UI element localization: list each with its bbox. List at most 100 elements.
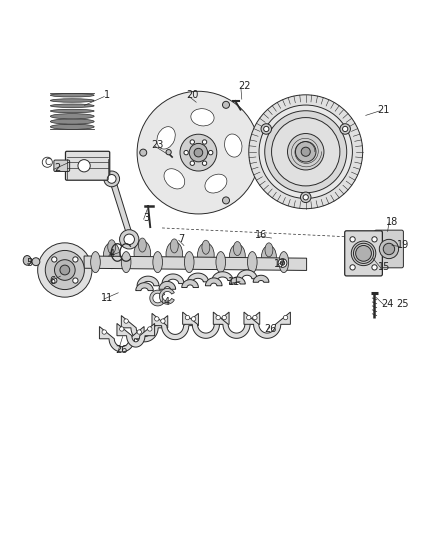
- Ellipse shape: [265, 243, 273, 257]
- Text: 17: 17: [274, 260, 286, 269]
- Text: 1: 1: [104, 90, 110, 100]
- Circle shape: [190, 140, 194, 144]
- Circle shape: [190, 161, 194, 165]
- Circle shape: [264, 126, 269, 132]
- Circle shape: [124, 319, 128, 324]
- Circle shape: [259, 105, 353, 198]
- Polygon shape: [205, 278, 222, 286]
- Ellipse shape: [157, 127, 175, 149]
- Circle shape: [155, 317, 159, 321]
- Ellipse shape: [279, 252, 289, 273]
- Circle shape: [137, 330, 141, 334]
- Circle shape: [372, 265, 377, 270]
- Ellipse shape: [121, 252, 131, 273]
- Ellipse shape: [134, 241, 151, 266]
- Circle shape: [189, 143, 208, 162]
- Polygon shape: [162, 274, 184, 284]
- Ellipse shape: [261, 246, 276, 268]
- Circle shape: [32, 258, 40, 265]
- Text: 5: 5: [27, 258, 33, 268]
- Text: C: C: [44, 158, 50, 167]
- Ellipse shape: [170, 239, 178, 253]
- Polygon shape: [159, 281, 176, 289]
- Text: 25: 25: [397, 298, 409, 309]
- Polygon shape: [136, 282, 153, 290]
- Circle shape: [52, 278, 57, 283]
- Text: 11: 11: [101, 293, 113, 303]
- Circle shape: [137, 91, 260, 214]
- Polygon shape: [253, 275, 269, 282]
- Circle shape: [78, 159, 90, 172]
- Circle shape: [303, 195, 308, 200]
- Circle shape: [372, 237, 377, 242]
- Circle shape: [261, 124, 272, 134]
- Circle shape: [223, 101, 230, 108]
- Circle shape: [272, 118, 340, 186]
- Ellipse shape: [230, 244, 245, 268]
- Text: 2: 2: [54, 163, 60, 173]
- Polygon shape: [150, 290, 165, 306]
- Polygon shape: [187, 273, 208, 282]
- Circle shape: [265, 111, 347, 193]
- FancyBboxPatch shape: [374, 230, 403, 268]
- Circle shape: [73, 278, 78, 283]
- Circle shape: [38, 243, 92, 297]
- Circle shape: [280, 261, 285, 265]
- FancyBboxPatch shape: [66, 151, 110, 180]
- Text: 15: 15: [378, 262, 391, 272]
- Circle shape: [166, 150, 171, 155]
- Ellipse shape: [50, 99, 94, 102]
- Ellipse shape: [103, 243, 120, 269]
- Circle shape: [222, 316, 226, 320]
- Circle shape: [45, 251, 85, 289]
- Polygon shape: [84, 256, 307, 270]
- Circle shape: [249, 95, 363, 209]
- Circle shape: [208, 150, 213, 155]
- Circle shape: [350, 265, 355, 270]
- Circle shape: [300, 192, 311, 203]
- Ellipse shape: [166, 241, 183, 267]
- Text: 26: 26: [116, 345, 128, 355]
- Text: 24: 24: [381, 298, 394, 309]
- Circle shape: [278, 259, 287, 268]
- FancyBboxPatch shape: [54, 160, 70, 172]
- Polygon shape: [109, 179, 131, 231]
- Ellipse shape: [247, 252, 257, 273]
- Text: 11: 11: [228, 277, 240, 287]
- Text: 22: 22: [238, 81, 251, 91]
- Circle shape: [340, 124, 350, 134]
- Circle shape: [73, 257, 78, 262]
- Circle shape: [107, 174, 116, 183]
- Circle shape: [104, 171, 120, 187]
- Polygon shape: [230, 277, 245, 284]
- Circle shape: [379, 239, 399, 259]
- Circle shape: [223, 197, 230, 204]
- Text: 20: 20: [187, 90, 199, 100]
- Ellipse shape: [138, 238, 146, 252]
- Polygon shape: [183, 312, 229, 338]
- Ellipse shape: [50, 93, 94, 97]
- Ellipse shape: [164, 169, 185, 189]
- Ellipse shape: [202, 240, 210, 254]
- Text: 4: 4: [163, 297, 170, 308]
- Ellipse shape: [233, 241, 241, 255]
- Circle shape: [356, 246, 371, 261]
- Polygon shape: [212, 272, 233, 280]
- Circle shape: [140, 149, 147, 156]
- Circle shape: [202, 140, 207, 144]
- Text: 4: 4: [109, 249, 115, 259]
- Circle shape: [253, 316, 257, 320]
- Circle shape: [180, 134, 217, 171]
- Circle shape: [60, 265, 70, 275]
- Text: 19: 19: [397, 240, 409, 251]
- Polygon shape: [137, 276, 159, 286]
- Ellipse shape: [50, 114, 94, 119]
- Ellipse shape: [50, 124, 94, 130]
- Polygon shape: [237, 270, 257, 279]
- Ellipse shape: [153, 252, 162, 273]
- Circle shape: [287, 134, 324, 170]
- Polygon shape: [213, 312, 260, 338]
- Circle shape: [191, 317, 196, 321]
- Circle shape: [202, 161, 207, 165]
- Polygon shape: [152, 313, 198, 340]
